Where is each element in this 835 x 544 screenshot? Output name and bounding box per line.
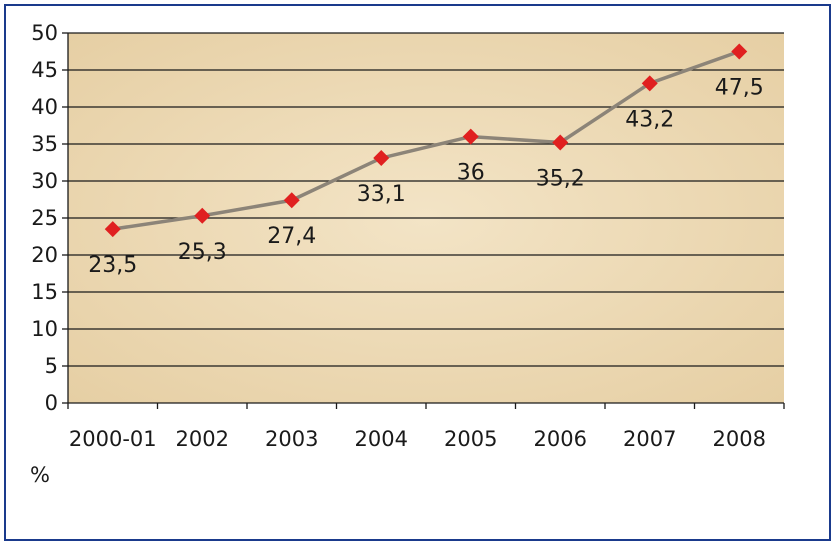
x-tick-label: 2006 xyxy=(534,427,587,451)
y-tick-label: 30 xyxy=(31,169,58,193)
data-point xyxy=(552,134,569,151)
data-point xyxy=(104,221,121,238)
x-tick-label: 2002 xyxy=(176,427,229,451)
data-label: 43,2 xyxy=(625,107,674,132)
data-label: 47,5 xyxy=(715,76,764,101)
y-tick-label: 50 xyxy=(31,21,58,45)
y-tick-label: 25 xyxy=(31,206,58,230)
x-tick-label: 2005 xyxy=(444,427,497,451)
y-tick-label: 15 xyxy=(31,280,58,304)
y-tick-label: 10 xyxy=(31,317,58,341)
x-tick-label: 2003 xyxy=(265,427,318,451)
x-tick-label: 2008 xyxy=(713,427,766,451)
data-label: 25,3 xyxy=(178,240,227,265)
data-label: 27,4 xyxy=(267,224,316,249)
x-tick-label: 2007 xyxy=(623,427,676,451)
data-point xyxy=(373,150,390,167)
line-chart: 0 5 10 15 20 25 30 35 40 45 50 2000-01 2002 2003 2004 2… xyxy=(31,21,785,451)
data-label: 33,1 xyxy=(357,182,406,207)
x-tick-label: 2000-01 xyxy=(69,427,157,451)
data-point xyxy=(641,75,658,92)
y-tick-label: 35 xyxy=(31,132,58,156)
data-label: 35,2 xyxy=(536,167,585,192)
y-tick-label: 40 xyxy=(31,95,58,119)
data-label: 36 xyxy=(457,161,485,186)
data-point xyxy=(731,43,748,60)
series-line xyxy=(112,49,740,231)
y-tick-label: 20 xyxy=(31,243,58,267)
data-point xyxy=(194,207,211,224)
y-axis-unit-label: % xyxy=(30,463,50,487)
data-point xyxy=(462,128,479,145)
chart-frame: 0 5 10 15 20 25 30 35 40 45 50 2000-01 2002 2003 2004 2… xyxy=(4,4,831,541)
x-tick-label: 2004 xyxy=(355,427,408,451)
y-tick-label: 45 xyxy=(31,58,58,82)
y-tick-label: 5 xyxy=(45,354,58,378)
data-point xyxy=(283,192,300,209)
y-tick-label: 0 xyxy=(45,391,58,415)
data-label: 23,5 xyxy=(88,253,137,278)
